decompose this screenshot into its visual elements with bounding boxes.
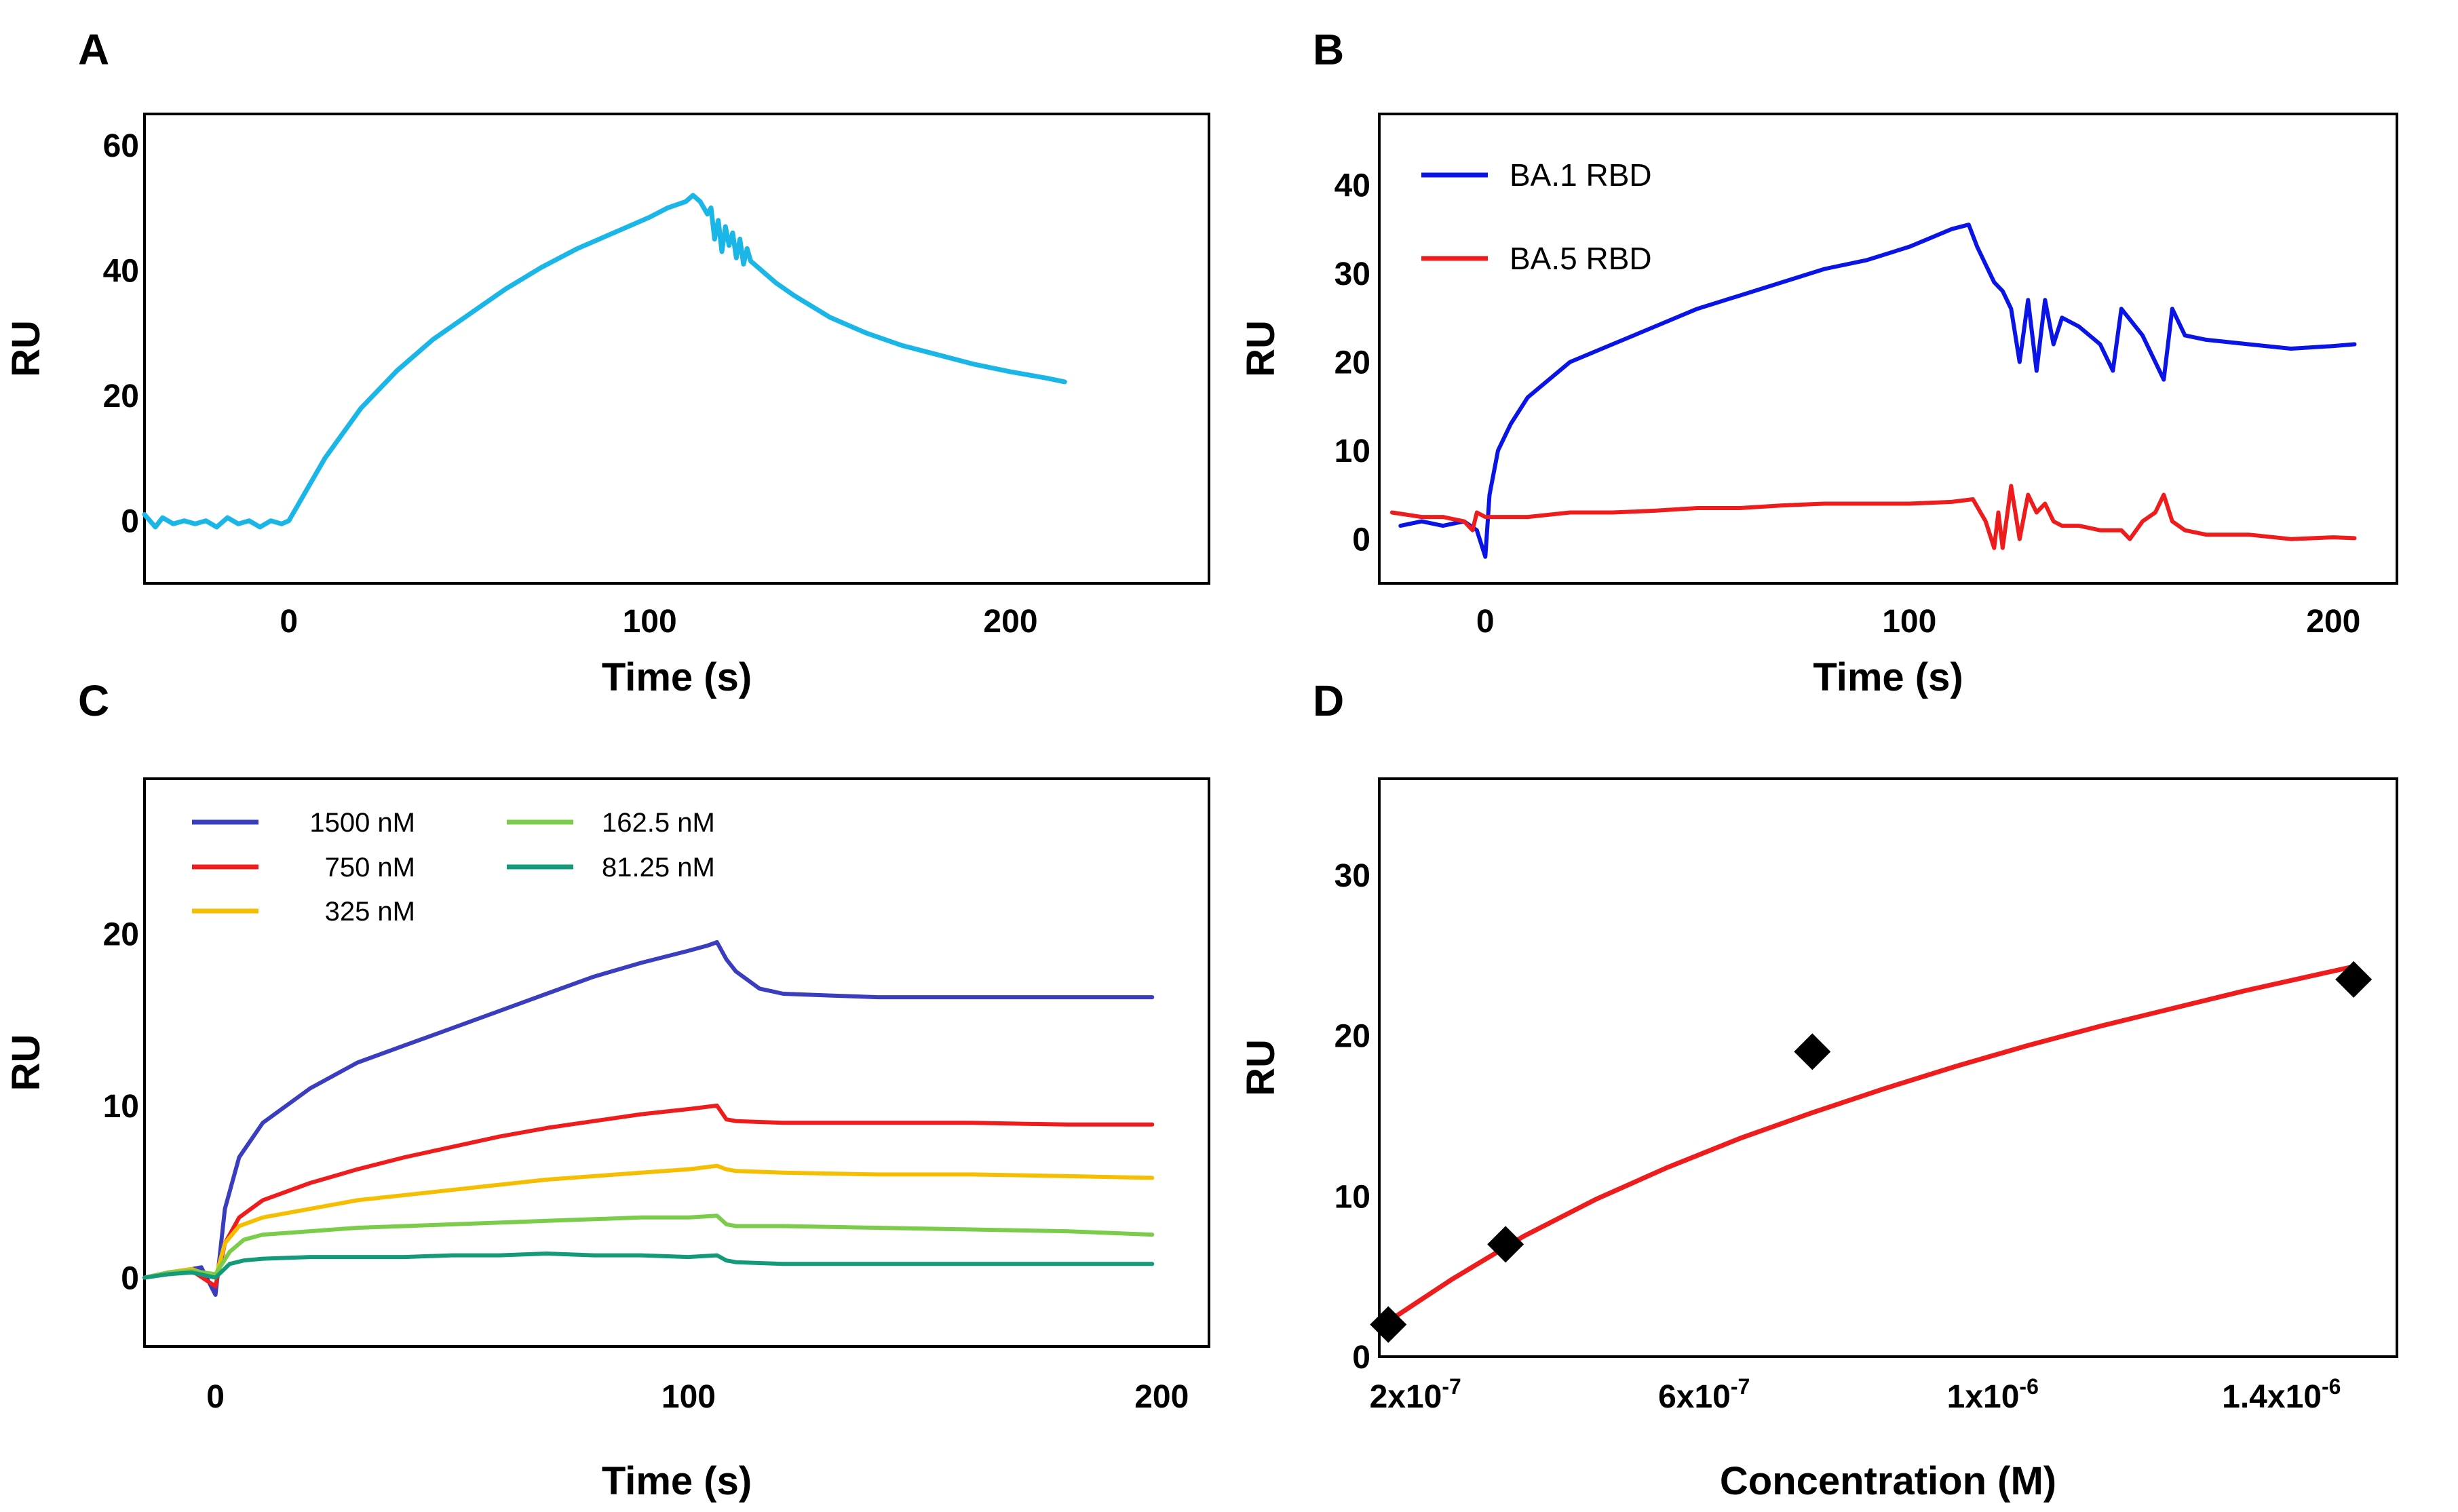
legend-label: 325 nM: [325, 897, 415, 927]
x-tick-exponent: -6: [2322, 1374, 2341, 1399]
data-point-marker: [1794, 1033, 1831, 1070]
y-tick-label: 0: [1352, 1340, 1370, 1376]
plot-frame: [143, 113, 1210, 585]
y-tick-label: 30: [1334, 858, 1370, 894]
x-tick-label: 0: [206, 1379, 225, 1415]
x-tick-mantissa: 2x10: [1370, 1379, 1442, 1415]
series-line-ba-5-rbd: [1389, 484, 2357, 550]
y-tick-label: 10: [103, 1089, 139, 1125]
x-axis-label: Time (s): [602, 1459, 752, 1503]
plot-frame: [143, 777, 1210, 1348]
y-tick-label: 30: [1334, 256, 1370, 292]
y-axis-label: RU: [4, 320, 48, 377]
y-tick-label: 20: [1334, 1019, 1370, 1055]
y-tick-label: 40: [1334, 168, 1370, 203]
panel-letter-d: D: [1313, 676, 1344, 725]
y-tick-label: 40: [103, 254, 139, 290]
series-line-325-nm: [142, 1163, 1155, 1280]
y-tick-label: 0: [121, 1261, 139, 1297]
series-line-81-25-nm: [142, 1252, 1155, 1280]
x-tick-label: 200: [983, 604, 1037, 640]
series-line-ba-1-rbd: [1398, 222, 2357, 559]
x-tick-label: 0: [280, 604, 298, 640]
x-tick-label: 200: [1134, 1379, 1189, 1415]
x-tick-label: 100: [623, 604, 677, 640]
panel-letter-c: C: [78, 676, 109, 725]
y-tick-label: 20: [1334, 345, 1370, 381]
legend-label: 81.25 nM: [602, 853, 715, 883]
x-tick-label: 100: [661, 1379, 716, 1415]
data-point-marker: [1487, 1226, 1524, 1263]
data-point-marker: [1370, 1306, 1407, 1343]
x-tick-mantissa: 6x10: [1658, 1379, 1731, 1415]
series-line-1500-nm: [142, 940, 1155, 1297]
y-tick-label: 0: [1352, 522, 1370, 558]
plot-frame: [1378, 113, 2398, 585]
series-line-162-5-nm: [142, 1214, 1155, 1280]
series-line-trace: [142, 193, 1067, 530]
y-tick-label: 10: [1334, 1179, 1370, 1215]
fit-curve: [1385, 964, 2356, 1324]
x-tick-label: 1.4x10-6: [2222, 1374, 2341, 1415]
legend-label: 1500 nM: [309, 808, 415, 838]
y-tick-label: 60: [103, 128, 139, 164]
plot-frame: [1378, 777, 2398, 1358]
y-axis-label: RU: [4, 1034, 48, 1091]
y-tick-label: 20: [103, 379, 139, 414]
x-tick-exponent: -7: [1442, 1374, 1461, 1399]
x-tick-label: 100: [1882, 604, 1936, 640]
x-tick-exponent: -7: [1731, 1374, 1750, 1399]
x-tick-label: 2x10-7: [1370, 1374, 1461, 1415]
x-axis-label: Time (s): [1813, 655, 1963, 699]
x-tick-mantissa: 1x10: [1947, 1379, 2020, 1415]
legend-label: 162.5 nM: [602, 808, 715, 838]
y-tick-label: 10: [1334, 433, 1370, 469]
x-tick-label: 200: [2306, 604, 2360, 640]
panel-letter-a: A: [78, 25, 109, 74]
panel-letter-b: B: [1313, 25, 1344, 74]
x-tick-label: 1x10-6: [1947, 1374, 2039, 1415]
x-axis-label: Time (s): [602, 655, 752, 699]
x-tick-label: 6x10-7: [1658, 1374, 1750, 1415]
legend-label: 750 nM: [325, 853, 415, 883]
y-axis-label: RU: [1239, 320, 1283, 377]
x-tick-exponent: -6: [2019, 1374, 2038, 1399]
data-point-marker: [2335, 961, 2373, 998]
x-axis-label: Concentration (M): [1720, 1459, 2056, 1503]
x-tick-mantissa: 1.4x10: [2222, 1379, 2322, 1415]
y-tick-label: 20: [103, 916, 139, 952]
chart-panel-b: 0 10 20 30 40 0 100 200 Time (s) RU BA.1 RBD BA.5 R…: [1239, 113, 2398, 699]
y-axis-label: RU: [1239, 1039, 1283, 1096]
legend-label: BA.5 RBD: [1510, 241, 1652, 276]
chart-panel-a: 0 20 40 60 0 100 200 Time (s) RU: [4, 113, 1210, 699]
legend-label: BA.1 RBD: [1510, 157, 1652, 193]
x-tick-label: 0: [1476, 604, 1495, 640]
y-tick-label: 0: [121, 504, 139, 540]
